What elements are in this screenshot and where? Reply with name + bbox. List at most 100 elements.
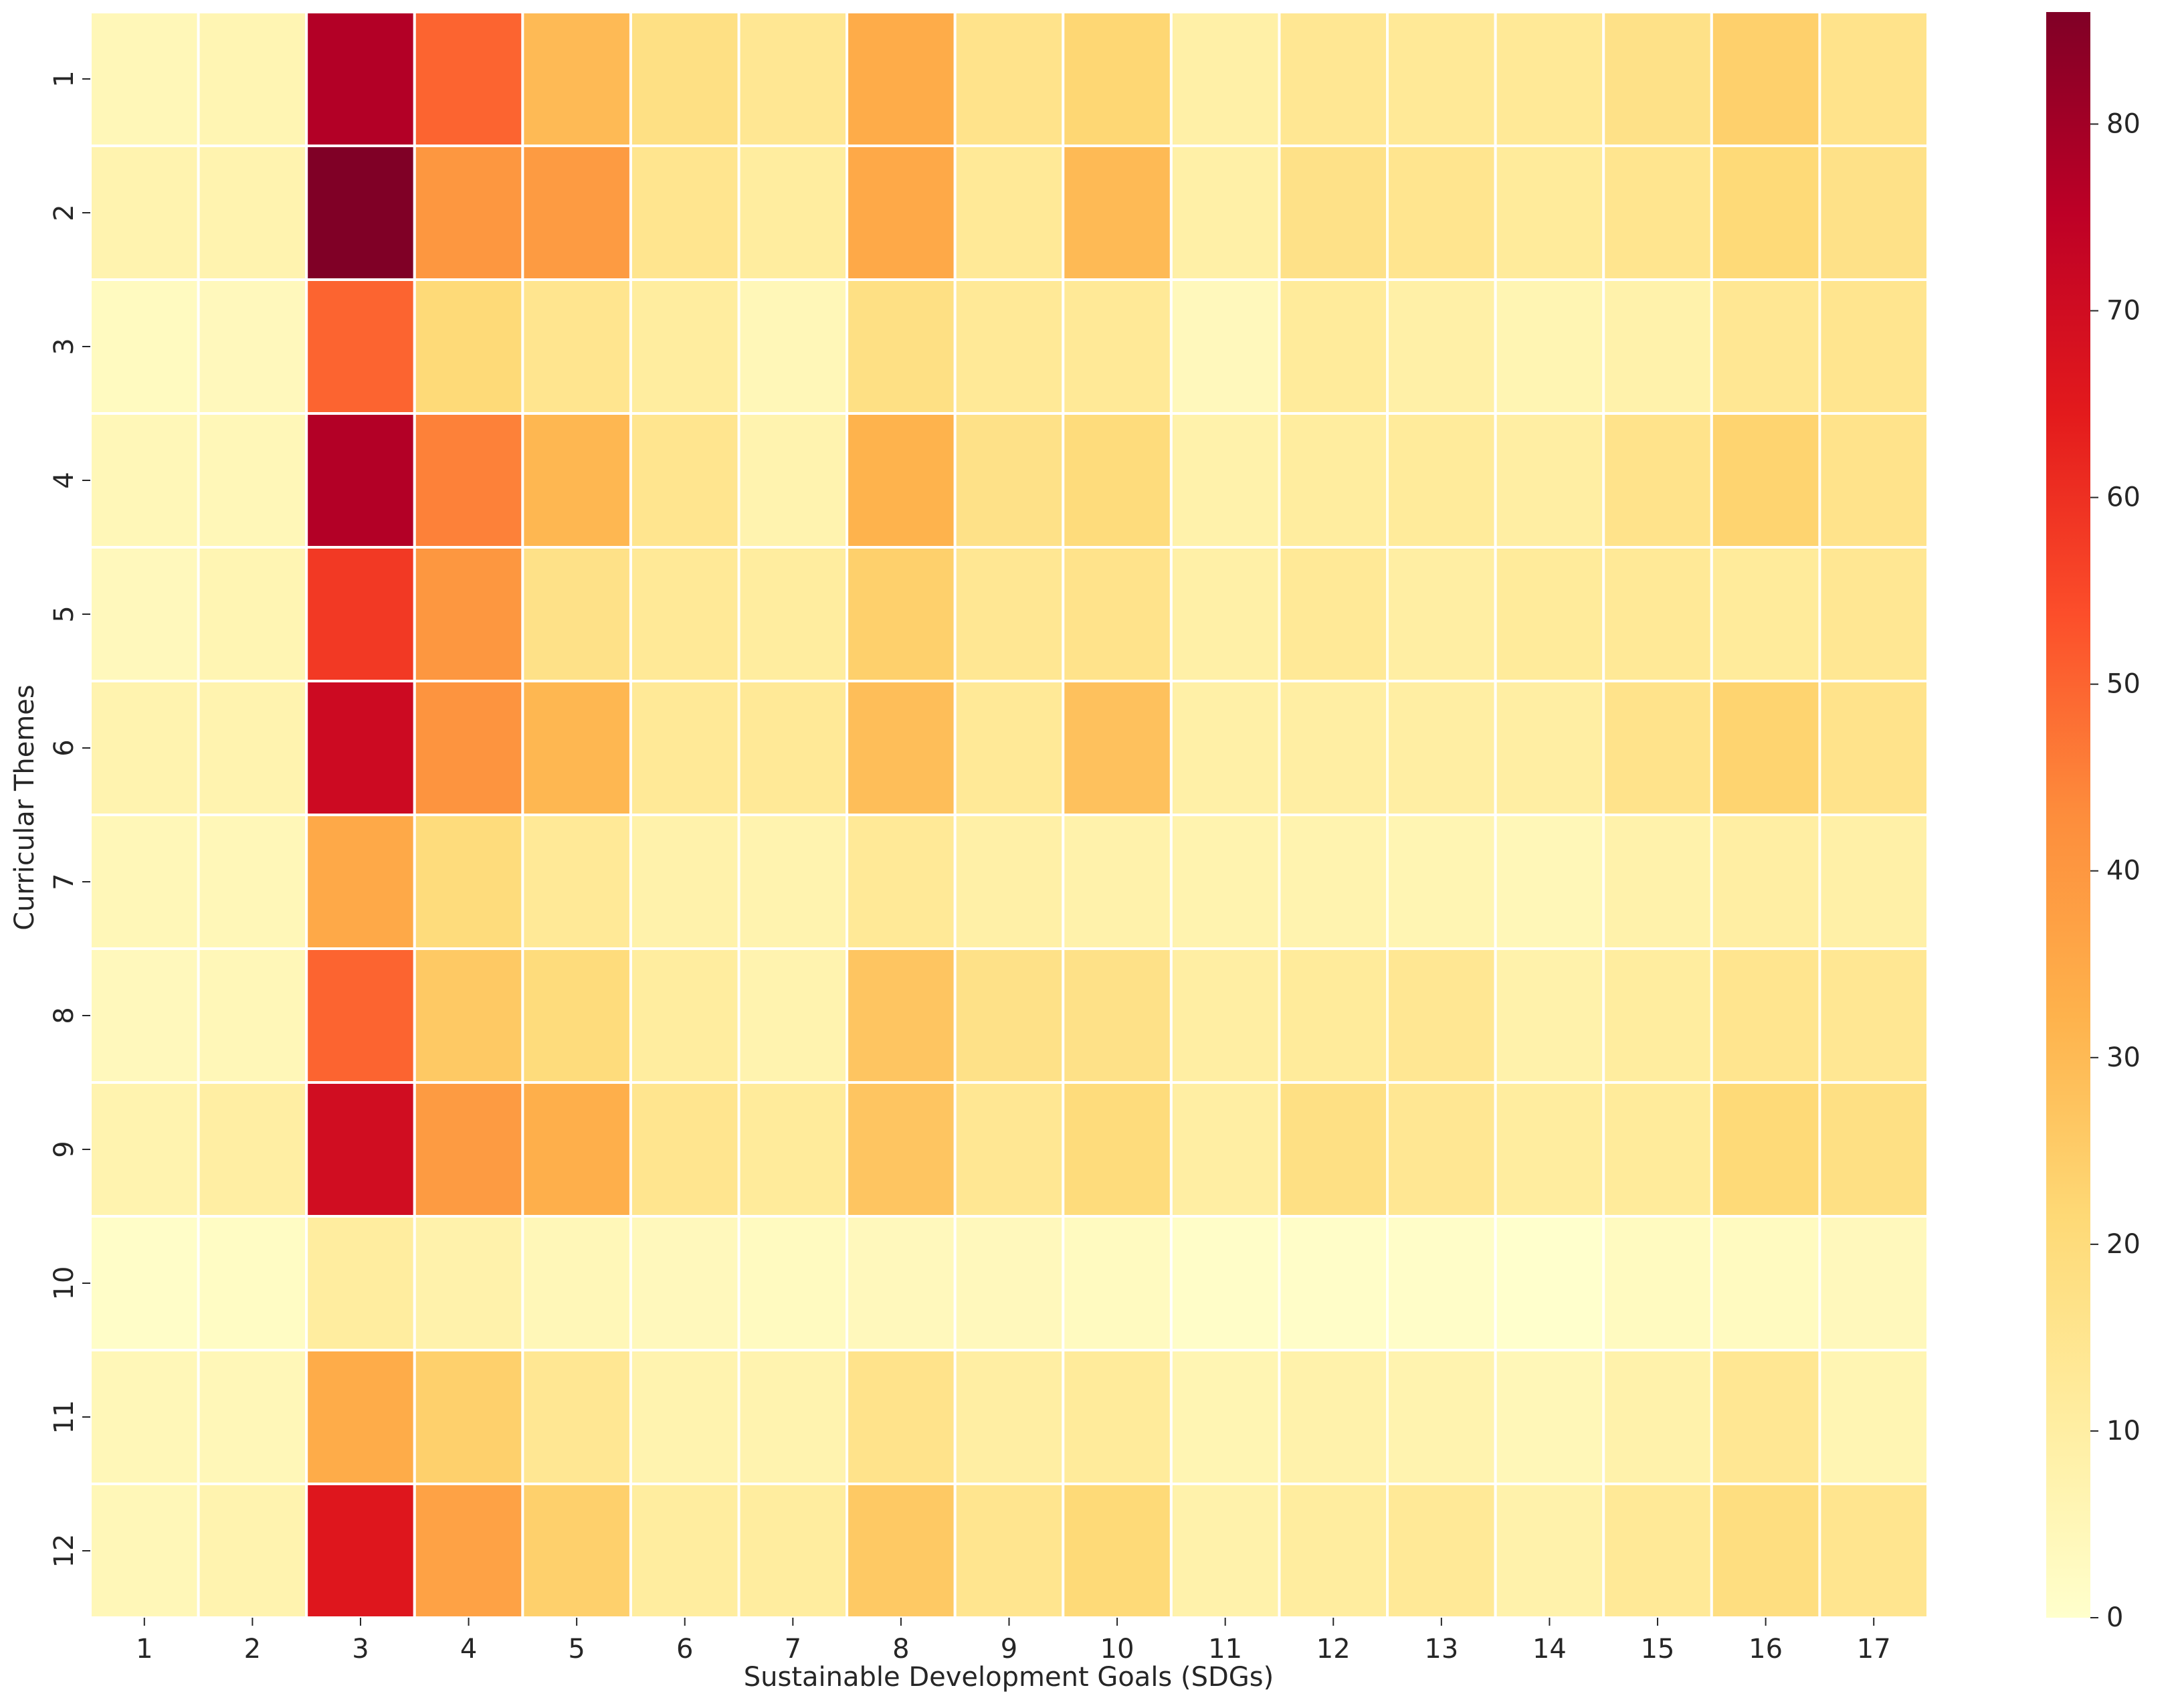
heatmap-cell bbox=[197, 947, 308, 1084]
heatmap-cell bbox=[1386, 1483, 1497, 1619]
heatmap-cell bbox=[1818, 11, 1930, 147]
heatmap-cell bbox=[1710, 947, 1821, 1084]
heatmap-cell bbox=[1602, 546, 1713, 682]
heatmap-cell bbox=[737, 1349, 849, 1485]
colorbar-tick-label: 60 bbox=[2106, 482, 2141, 513]
y-tick-label: 2 bbox=[49, 204, 80, 221]
heatmap-cell bbox=[1710, 1215, 1821, 1351]
heatmap-cell bbox=[953, 947, 1065, 1084]
heatmap-cell bbox=[1169, 412, 1281, 549]
heatmap-cell bbox=[1169, 546, 1281, 682]
heatmap-cell bbox=[737, 1081, 849, 1218]
x-tick-label: 12 bbox=[1316, 1634, 1351, 1665]
heatmap-cell bbox=[413, 1349, 524, 1485]
heatmap-cell bbox=[1710, 278, 1821, 415]
heatmap-cell bbox=[1494, 947, 1605, 1084]
y-tick-label: 6 bbox=[49, 739, 80, 756]
heatmap-cell bbox=[89, 278, 200, 415]
heatmap-cell bbox=[1494, 11, 1605, 147]
heatmap-cell bbox=[305, 680, 416, 816]
heatmap-cell bbox=[737, 1215, 849, 1351]
x-tick-label: 6 bbox=[676, 1634, 693, 1665]
heatmap-cell bbox=[1494, 412, 1605, 549]
colorbar-tick-label: 50 bbox=[2106, 669, 2141, 700]
heatmap-cell bbox=[305, 1081, 416, 1218]
heatmap-cell bbox=[413, 11, 524, 147]
heatmap-cell bbox=[521, 546, 632, 682]
heatmap-cell bbox=[737, 814, 849, 950]
heatmap-cell bbox=[1386, 546, 1497, 682]
y-tick-label: 3 bbox=[49, 338, 80, 355]
heatmap-cell bbox=[1062, 1081, 1173, 1218]
heatmap-cell bbox=[1386, 814, 1497, 950]
heatmap-cell bbox=[953, 11, 1065, 147]
heatmap-cell bbox=[846, 947, 957, 1084]
heatmap-cell bbox=[846, 1483, 957, 1619]
heatmap-cell bbox=[1278, 1349, 1389, 1485]
heatmap-cell bbox=[197, 680, 308, 816]
y-tick-label: 12 bbox=[49, 1534, 80, 1568]
y-tick-label: 8 bbox=[49, 1007, 80, 1024]
heatmap-cell bbox=[305, 145, 416, 281]
heatmap-cell bbox=[305, 814, 416, 950]
heatmap-cell bbox=[737, 947, 849, 1084]
heatmap-cell bbox=[1062, 680, 1173, 816]
heatmap-cell bbox=[197, 814, 308, 950]
heatmap-cells bbox=[89, 11, 1930, 1619]
heatmap-cell bbox=[305, 947, 416, 1084]
heatmap-cell bbox=[1386, 1215, 1497, 1351]
heatmap-cell bbox=[1278, 412, 1389, 549]
heatmap-cell bbox=[629, 11, 740, 147]
heatmap-cell bbox=[953, 680, 1065, 816]
heatmap-cell bbox=[629, 1215, 740, 1351]
x-tick-label: 17 bbox=[1857, 1634, 1891, 1665]
x-axis-ticks: 1 2 3 4 5 6 7 8 9 10 11 12 13 14 15 16 17 bbox=[136, 1618, 1891, 1665]
heatmap-cell bbox=[413, 680, 524, 816]
heatmap-cell bbox=[89, 1349, 200, 1485]
x-axis-label: Sustainable Development Goals (SDGs) bbox=[744, 1662, 1274, 1693]
heatmap-cell bbox=[1062, 947, 1173, 1084]
y-tick-label: 9 bbox=[49, 1141, 80, 1157]
heatmap-cell bbox=[953, 814, 1065, 950]
heatmap-cell bbox=[1169, 1215, 1281, 1351]
heatmap-cell bbox=[1278, 947, 1389, 1084]
heatmap-cell bbox=[1710, 1483, 1821, 1619]
heatmap-cell bbox=[413, 814, 524, 950]
heatmap-cell bbox=[89, 546, 200, 682]
heatmap-cell bbox=[1602, 1081, 1713, 1218]
heatmap-cell bbox=[1169, 145, 1281, 281]
x-tick-label: 11 bbox=[1208, 1634, 1242, 1665]
y-tick-label: 1 bbox=[49, 70, 80, 87]
heatmap-cell bbox=[1278, 680, 1389, 816]
x-tick-label: 8 bbox=[892, 1634, 909, 1665]
heatmap-cell bbox=[521, 145, 632, 281]
heatmap-cell bbox=[1818, 680, 1930, 816]
heatmap-cell bbox=[521, 947, 632, 1084]
x-tick-label: 7 bbox=[785, 1634, 801, 1665]
heatmap-cell bbox=[1602, 11, 1713, 147]
heatmap-cell bbox=[629, 947, 740, 1084]
heatmap-cell bbox=[737, 11, 849, 147]
heatmap-cell bbox=[1818, 145, 1930, 281]
heatmap-cell bbox=[521, 278, 632, 415]
heatmap-cell bbox=[521, 1483, 632, 1619]
heatmap-cell bbox=[1278, 1483, 1389, 1619]
heatmap-cell bbox=[737, 546, 849, 682]
heatmap-cell bbox=[737, 680, 849, 816]
heatmap-cell bbox=[953, 1215, 1065, 1351]
heatmap-cell bbox=[1710, 412, 1821, 549]
heatmap-cell bbox=[953, 1349, 1065, 1485]
heatmap-cell bbox=[1494, 1215, 1605, 1351]
heatmap-cell bbox=[521, 1081, 632, 1218]
heatmap-cell bbox=[1602, 145, 1713, 281]
heatmap-cell bbox=[1386, 412, 1497, 549]
heatmap-cell bbox=[1494, 278, 1605, 415]
heatmap-cell bbox=[737, 278, 849, 415]
y-tick-label: 7 bbox=[49, 873, 80, 890]
heatmap-cell bbox=[1602, 680, 1713, 816]
heatmap-cell bbox=[521, 412, 632, 549]
heatmap-cell bbox=[846, 145, 957, 281]
heatmap-cell bbox=[953, 278, 1065, 415]
